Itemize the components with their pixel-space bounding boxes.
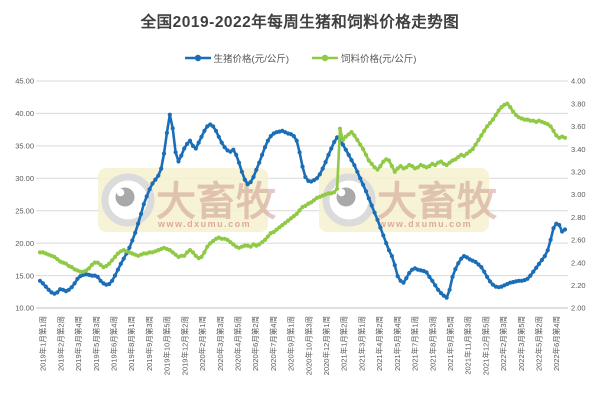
feed-price-series: [37, 101, 568, 274]
pig-series-line-icon: [184, 54, 211, 62]
right-axis-tick: 2.80: [571, 213, 586, 222]
watermark-text: 大畜牧: [156, 180, 277, 224]
x-axis-tick: 2021年4月第2周: [374, 316, 384, 371]
x-axis-tick: 2020年12月第1周: [321, 316, 331, 375]
left-axis-tick: 35.00: [15, 142, 34, 151]
x-axis-tick: 2020年10月第3周: [303, 316, 313, 375]
left-axis-tick: 40.00: [15, 109, 34, 118]
x-axis-tick: 2019年6月第4周: [109, 316, 119, 371]
x-axis-tick: 2020年2月第1周: [197, 316, 207, 371]
watermark-url: www.dxumu.com: [157, 219, 251, 229]
x-axis-tick: 2019年2月第2周: [55, 316, 65, 371]
x-axis-tick: 2021年1月第2周: [339, 316, 349, 371]
left-axis-tick: 10.00: [15, 304, 34, 313]
right-axis-tick: 3.00: [571, 190, 586, 199]
left-axis-labels: 45.00 40.00 35.00 30.00 25.00 20.00 15.00 10.00: [15, 77, 34, 313]
x-axis-tick: 2021年9月第5周: [445, 316, 455, 371]
x-axis-tick: 2021年8月第3周: [427, 316, 437, 371]
x-axis-tick: 2021年3月第1周: [356, 316, 366, 371]
legend: 生猪价格(元/公斤) 饲料价格(元/公斤): [0, 51, 600, 65]
watermark-text: 大畜牧: [377, 180, 498, 224]
x-axis-tick: 2020年7月第4周: [268, 316, 278, 371]
left-axis-tick: 45.00: [15, 77, 34, 86]
x-axis-tick: 2020年9月第1周: [286, 316, 296, 371]
right-axis-tick: 2.60: [571, 236, 586, 245]
x-axis-tick: 2021年5月第4周: [392, 316, 402, 371]
right-axis-tick: 3.40: [571, 145, 586, 154]
x-axis-tick: 2022年5月第2周: [533, 316, 543, 371]
legend-item-feed-price: 饲料价格(元/公斤): [311, 51, 416, 65]
legend-label-pig-price: 生猪价格(元/公斤): [213, 54, 289, 65]
x-axis-tick: 2019年9月第3周: [144, 316, 154, 371]
left-axis-tick: 15.00: [15, 271, 34, 280]
legend-label-feed-price: 饲料价格(元/公斤): [341, 54, 417, 65]
x-axis-tick: 2019年1月第1周: [38, 316, 48, 371]
left-axis-tick: 20.00: [15, 239, 34, 248]
left-axis-tick: 30.00: [15, 174, 34, 183]
x-axis-tick: 2022年6月第4周: [551, 316, 561, 371]
watermark-url: www.dxumu.com: [378, 219, 472, 229]
left-axis-tick: 25.00: [15, 206, 34, 215]
x-axis-tick: 2020年4月第5周: [232, 316, 242, 371]
x-axis-tick: 2021年12月第5周: [480, 316, 490, 375]
x-axis-tick: 2022年2月第3周: [498, 316, 508, 371]
x-axis-tick: 2021年11月第3周: [463, 316, 473, 375]
x-axis-tick: 2022年3月第5周: [516, 316, 526, 371]
right-axis-tick: 2.20: [571, 281, 586, 290]
right-axis-tick: 3.60: [571, 122, 586, 131]
x-axis-tick: 2019年5月第3周: [91, 316, 101, 371]
x-axis-tick: 2019年10月第5周: [162, 316, 172, 375]
chart-title: 全国2019-2022年每周生猪和饲料价格走势图: [140, 14, 460, 31]
x-axis-tick: 2019年3月第4周: [73, 316, 83, 371]
right-axis-tick: 4.00: [571, 77, 586, 86]
legend-item-pig-price: 生猪价格(元/公斤): [184, 51, 289, 65]
x-axis-labels: 2019年1月第1周 2019年2月第2周 2019年3月第4周 2019年5月第3周…: [38, 316, 562, 375]
feed-series-line-icon: [312, 54, 338, 62]
x-axis-tick: 2020年3月第3周: [215, 316, 225, 371]
x-axis-tick: 2019年8月第1周: [126, 316, 136, 371]
right-axis-tick: 2.00: [571, 304, 586, 313]
right-axis-tick: 3.80: [571, 99, 586, 108]
right-axis-tick: 2.40: [571, 258, 586, 267]
x-axis-tick: 2021年7月第1周: [410, 316, 420, 371]
right-axis-tick: 3.20: [571, 168, 586, 177]
right-axis-labels: 4.00 3.80 3.60 3.40 3.20 3.00 2.80 2.60 2.40 2.20…: [571, 77, 586, 313]
x-axis-tick: 2019年12月第2周: [179, 316, 189, 375]
x-axis-tick: 2020年6月第2周: [250, 316, 260, 371]
